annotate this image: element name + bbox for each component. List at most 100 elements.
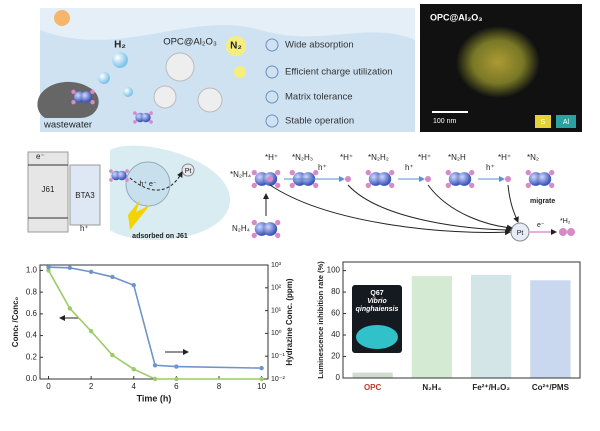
micrograph: OPC@Al₂O₃ 100 nm S Al <box>420 4 582 132</box>
data-point <box>46 268 51 273</box>
x-tick-label: Co²⁺/PMS <box>532 383 570 392</box>
data-point <box>152 363 158 368</box>
species: *N₂H <box>448 153 466 162</box>
inset-text: Q67 <box>370 290 383 297</box>
proton-dot <box>345 176 351 182</box>
y-tick-label: 0.0 <box>26 374 38 383</box>
proton: *H⁺ <box>265 153 278 162</box>
y-tick-label: 60 <box>331 309 340 318</box>
check-icon <box>265 90 279 104</box>
data-point <box>88 329 94 334</box>
y2-tick-label: 10¹ <box>271 307 282 314</box>
series-line <box>47 270 262 380</box>
acceptor-label: BTA3 <box>75 191 95 200</box>
catalyst-sphere <box>153 85 177 109</box>
proton: *H⁺ <box>340 153 353 162</box>
check-icon <box>265 114 279 128</box>
adsorption-label: adsorbed on J61 <box>132 233 188 240</box>
molecule <box>365 169 395 189</box>
check-icon <box>265 38 279 52</box>
y2-tick-label: 10⁻² <box>271 376 285 383</box>
y-tick-label: 0.4 <box>26 331 38 340</box>
proton: *H⁺ <box>418 153 431 162</box>
n2-bubble <box>234 66 246 78</box>
bubble <box>112 52 128 68</box>
particle <box>456 26 540 98</box>
legend-label: S <box>541 119 546 126</box>
step-label: h⁺ <box>405 163 414 172</box>
migrate-arrow <box>507 184 519 223</box>
mechanism: e⁻ J61 BTA3 h⁺ h⁺ e⁻ Pt adsorbed on J61 … <box>27 145 575 242</box>
proton: *H⁺ <box>498 153 511 162</box>
step-label: h⁺ <box>318 163 327 172</box>
species: *N₂ <box>527 153 539 162</box>
plot-frame <box>342 261 581 379</box>
feature: Efficient charge utilization <box>285 67 393 78</box>
bubble <box>98 72 110 84</box>
species: *N₂H₂ <box>368 153 389 162</box>
migrate-arrow <box>347 184 512 233</box>
y-axis-label: Luminescence inhibition rate (%) <box>316 261 325 379</box>
y2-tick-label: 10⁰ <box>271 329 282 337</box>
data-point <box>131 367 136 372</box>
sun <box>54 10 70 26</box>
x-tick-label: 0 <box>46 382 51 391</box>
h2-dot <box>567 228 575 236</box>
legend-label: Al <box>563 119 570 126</box>
y-axis-label: Concₜ /Conc₀ <box>11 296 20 347</box>
top-panel: H₂ OPC@Al₂O₃ N₂ wastewater Wide absorpti… <box>37 8 415 132</box>
data-point <box>259 365 264 371</box>
molecule <box>445 169 475 189</box>
light-bolt <box>128 200 150 230</box>
n2-label: N₂ <box>230 41 242 52</box>
molecule <box>525 169 555 189</box>
step-label: h⁺ <box>486 163 495 172</box>
y-tick-label: 40 <box>331 330 340 339</box>
migrate-arrow <box>269 184 511 236</box>
feature: Wide absorption <box>285 40 354 51</box>
wastewater-cloud <box>37 81 99 118</box>
x-tick-label: 6 <box>174 382 179 391</box>
inset-text: Vibrio <box>367 298 387 305</box>
bar <box>530 280 571 378</box>
y2-tick-label: 10² <box>271 285 282 292</box>
bubble <box>123 87 133 97</box>
data-point <box>174 364 179 369</box>
inset-text: qinghaiensis <box>356 306 399 313</box>
feature: Stable operation <box>285 116 354 127</box>
feature: Matrix tolerance <box>285 92 353 103</box>
bar <box>411 275 453 378</box>
x-tick-label: Fe²⁺/H₂O₂ <box>472 383 510 392</box>
electron-label: e⁻ <box>36 152 45 161</box>
proton-dot <box>267 176 273 182</box>
data-point <box>152 376 158 382</box>
x-tick-label: 10 <box>257 382 266 391</box>
transfer-arrow <box>129 171 183 191</box>
y-tick-label: 0 <box>336 373 341 382</box>
molecule <box>251 169 281 189</box>
x-tick-label: N₂H₄ <box>422 383 441 392</box>
species: *N₂H₃ <box>292 153 313 162</box>
legend-swatch <box>556 115 576 128</box>
bar <box>470 274 512 378</box>
catalyst-label: OPC@Al₂O₃ <box>163 37 217 48</box>
hole-label: h⁺ <box>80 224 89 233</box>
y-tick-label: 1.0 <box>26 266 38 275</box>
bar <box>352 372 393 378</box>
pt-label: Pt <box>517 230 524 237</box>
catalyst-sphere <box>197 87 223 113</box>
data-point <box>88 269 94 275</box>
series-line <box>48 266 262 369</box>
feature-list: Wide absorption Efficient charge utiliza… <box>265 38 393 128</box>
x-tick-label: 8 <box>217 382 222 391</box>
data-point <box>131 283 136 288</box>
y-tick-label: 0.8 <box>26 287 38 296</box>
source-label: wastewater <box>43 120 92 131</box>
x-tick-label: OPC <box>364 383 382 392</box>
pt-label: Pt <box>185 168 192 175</box>
x-axis-label: Time (h) <box>137 393 172 403</box>
legend-swatch <box>535 115 551 128</box>
y2-tick-label: 10⁻¹ <box>271 353 285 360</box>
pair-label: h⁺ e⁻ <box>139 181 156 188</box>
